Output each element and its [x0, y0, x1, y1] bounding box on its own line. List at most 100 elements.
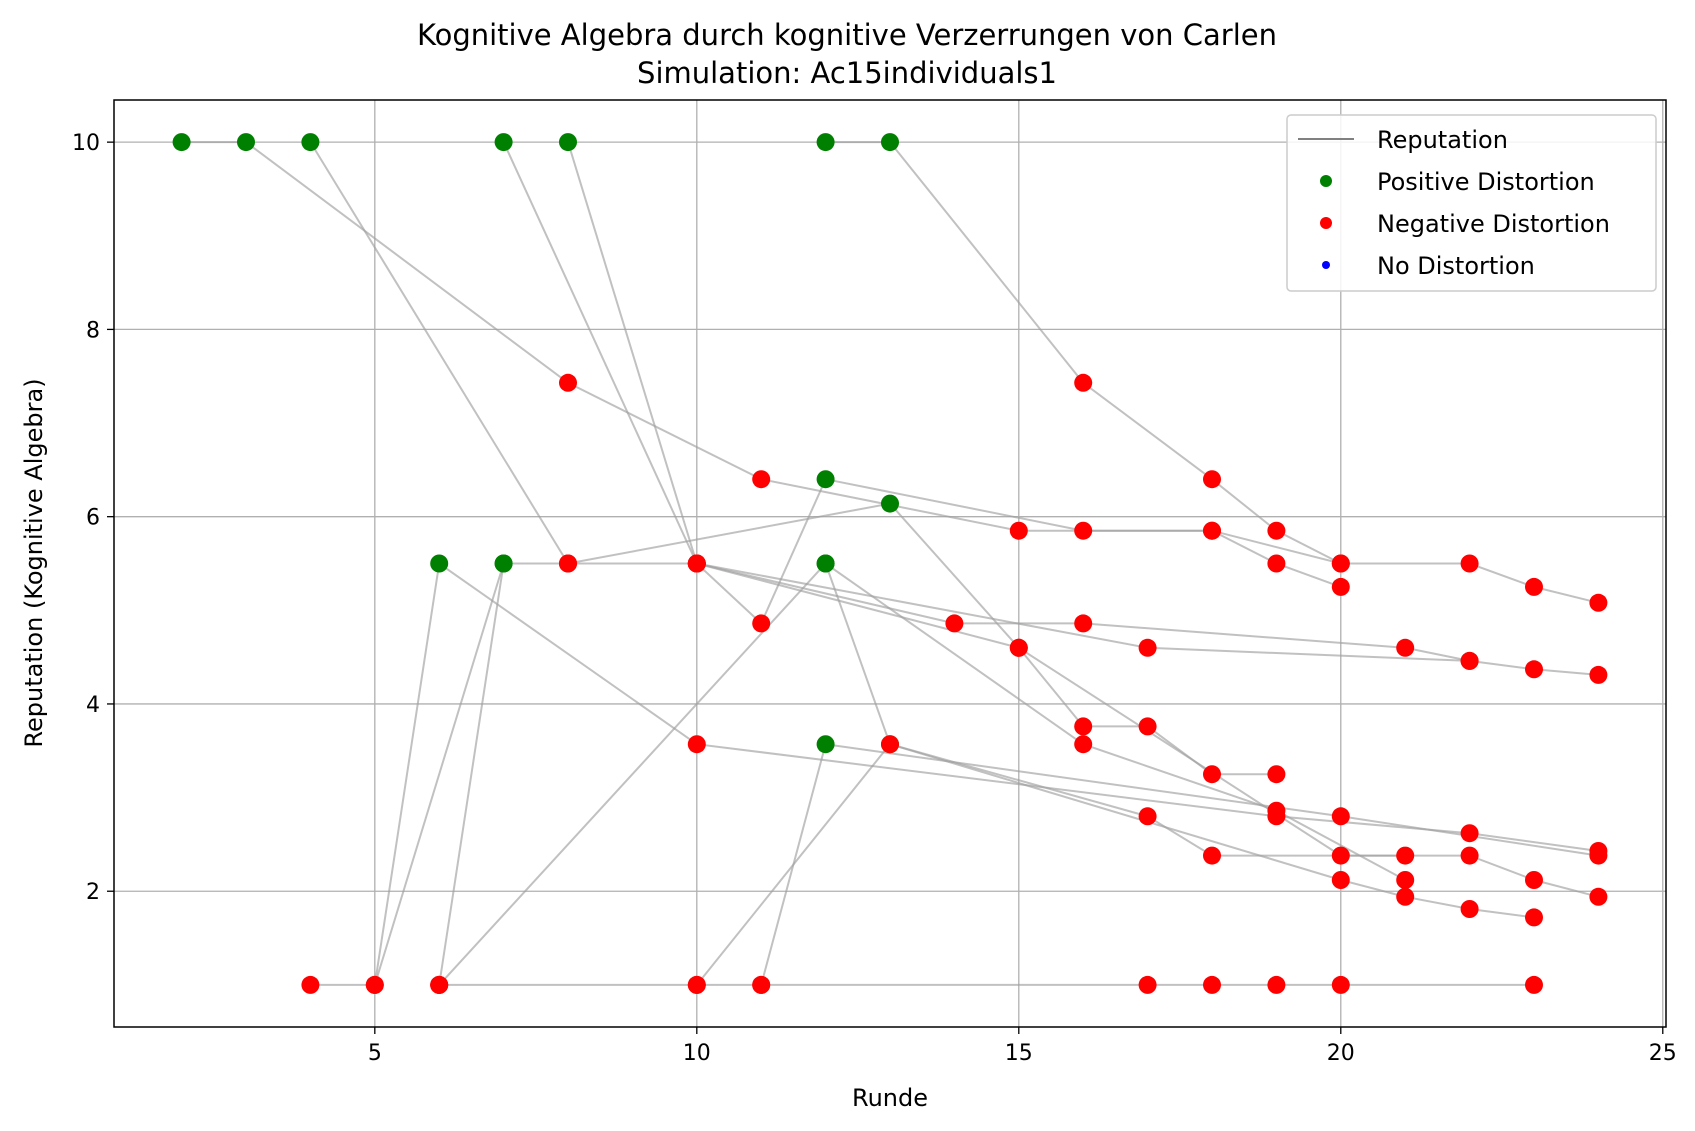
legend-label-reputation: Reputation	[1377, 126, 1508, 154]
reputation-line	[439, 743, 1406, 986]
x-tick-label: 15	[1005, 1041, 1033, 1066]
y-tick-label: 4	[86, 693, 100, 718]
positive-distortion-point	[494, 554, 513, 573]
axis-ticks: 5 10 15 20 25 2 4 6 8 10	[72, 131, 1677, 1066]
legend-marker-negative	[1320, 217, 1332, 229]
negative-distortion-point	[430, 975, 449, 994]
negative-distortion-point	[301, 975, 320, 994]
positive-distortion-point	[816, 554, 835, 573]
positive-distortion-point	[881, 494, 899, 513]
negative-distortion-point	[881, 735, 899, 754]
negative-distortion-point	[1460, 846, 1479, 865]
x-tick-label: 10	[683, 1041, 711, 1066]
negative-distortion-point	[1331, 807, 1350, 826]
negative-distortion-point	[1396, 638, 1415, 657]
positive-distortion-point	[172, 133, 191, 152]
legend-marker-positive	[1320, 175, 1332, 187]
negative-distortion-point	[1525, 871, 1543, 889]
y-axis-label: Reputation (Kognitive Algebra)	[20, 378, 48, 747]
negative-distortion-point	[1138, 975, 1157, 994]
x-axis-label: Runde	[852, 1084, 928, 1112]
negative-distortion-point	[1267, 765, 1286, 784]
negative-distortion-point	[1396, 887, 1415, 906]
negative-distortion-point	[1267, 521, 1286, 540]
negative-distortion-point	[1267, 554, 1286, 573]
legend: Reputation Positive Distortion Negative …	[1286, 114, 1657, 292]
negative-distortion-point	[1009, 638, 1028, 657]
negative-distortion-point	[1589, 593, 1608, 612]
reputation-line	[825, 141, 1342, 565]
negative-distortion-point	[1074, 735, 1093, 754]
negative-distortion-point	[687, 735, 706, 754]
chart-subtitle: Simulation: Ac15individuals1	[637, 56, 1057, 90]
negative-distortion-point	[1460, 554, 1479, 573]
positive-distortion-point	[816, 735, 835, 754]
negative-distortion-point	[1267, 975, 1286, 994]
negative-distortion-point	[1331, 554, 1350, 573]
y-tick-label: 6	[86, 506, 100, 531]
negative-distortion-point	[1267, 801, 1286, 820]
chart-title: Kognitive Algebra durch kognitive Verzer…	[417, 18, 1277, 52]
positive-distortion-point	[881, 133, 899, 152]
negative-distortion-point	[365, 975, 384, 994]
reputation-line	[502, 141, 1470, 662]
legend-label-none: No Distortion	[1377, 252, 1535, 280]
negative-distortion-point	[1138, 807, 1157, 826]
negative-distortion-point	[752, 470, 771, 489]
negative-distortion-point	[1331, 975, 1350, 994]
data-points	[172, 133, 1608, 994]
negative-distortion-point	[687, 975, 706, 994]
negative-distortion-point	[1138, 638, 1157, 657]
positive-distortion-point	[237, 133, 255, 152]
x-tick-label: 25	[1649, 1041, 1677, 1066]
positive-distortion-point	[430, 554, 449, 573]
negative-distortion-point	[687, 554, 706, 573]
negative-distortion-point	[1138, 717, 1157, 736]
positive-distortion-point	[301, 133, 320, 152]
reputation-line	[567, 141, 1342, 626]
negative-distortion-point	[1009, 521, 1028, 540]
legend-label-negative: Negative Distortion	[1377, 210, 1610, 238]
negative-distortion-point	[1203, 846, 1221, 865]
negative-distortion-point	[1525, 908, 1543, 927]
reputation-line	[438, 563, 505, 986]
negative-distortion-point	[1525, 577, 1543, 596]
reputation-line	[824, 563, 1535, 919]
y-tick-label: 10	[72, 131, 100, 156]
negative-distortion-point	[559, 554, 577, 573]
negative-distortion-point	[1589, 665, 1608, 684]
negative-distortion-point	[1589, 846, 1608, 865]
y-tick-label: 2	[86, 880, 100, 905]
negative-distortion-point	[752, 975, 771, 994]
positive-distortion-point	[816, 133, 835, 152]
plot-frame	[113, 99, 1667, 1028]
negative-distortion-point	[1074, 717, 1093, 736]
positive-distortion-point	[494, 133, 513, 152]
negative-distortion-point	[1074, 373, 1093, 392]
x-tick-label: 5	[368, 1041, 382, 1066]
negative-distortion-point	[1331, 846, 1350, 865]
negative-distortion-point	[945, 614, 964, 633]
negative-distortion-point	[1396, 846, 1415, 865]
negative-distortion-point	[1331, 871, 1350, 889]
negative-distortion-point	[1589, 887, 1608, 906]
legend-marker-none	[1322, 261, 1330, 269]
negative-distortion-point	[1525, 975, 1543, 994]
x-tick-label: 20	[1327, 1041, 1355, 1066]
positive-distortion-point	[816, 470, 835, 489]
positive-distortion-point	[559, 133, 577, 152]
negative-distortion-point	[1203, 521, 1221, 540]
negative-distortion-point	[1331, 577, 1350, 596]
negative-distortion-point	[1460, 900, 1479, 918]
y-tick-label: 8	[86, 318, 100, 343]
legend-box	[1286, 114, 1657, 292]
negative-distortion-point	[1074, 521, 1093, 540]
negative-distortion-point	[1396, 871, 1415, 889]
negative-distortion-point	[1203, 470, 1221, 489]
legend-label-positive: Positive Distortion	[1377, 168, 1595, 196]
negative-distortion-point	[1203, 765, 1221, 784]
negative-distortion-point	[1460, 824, 1479, 843]
negative-distortion-point	[1460, 651, 1479, 670]
negative-distortion-point	[1074, 614, 1093, 633]
